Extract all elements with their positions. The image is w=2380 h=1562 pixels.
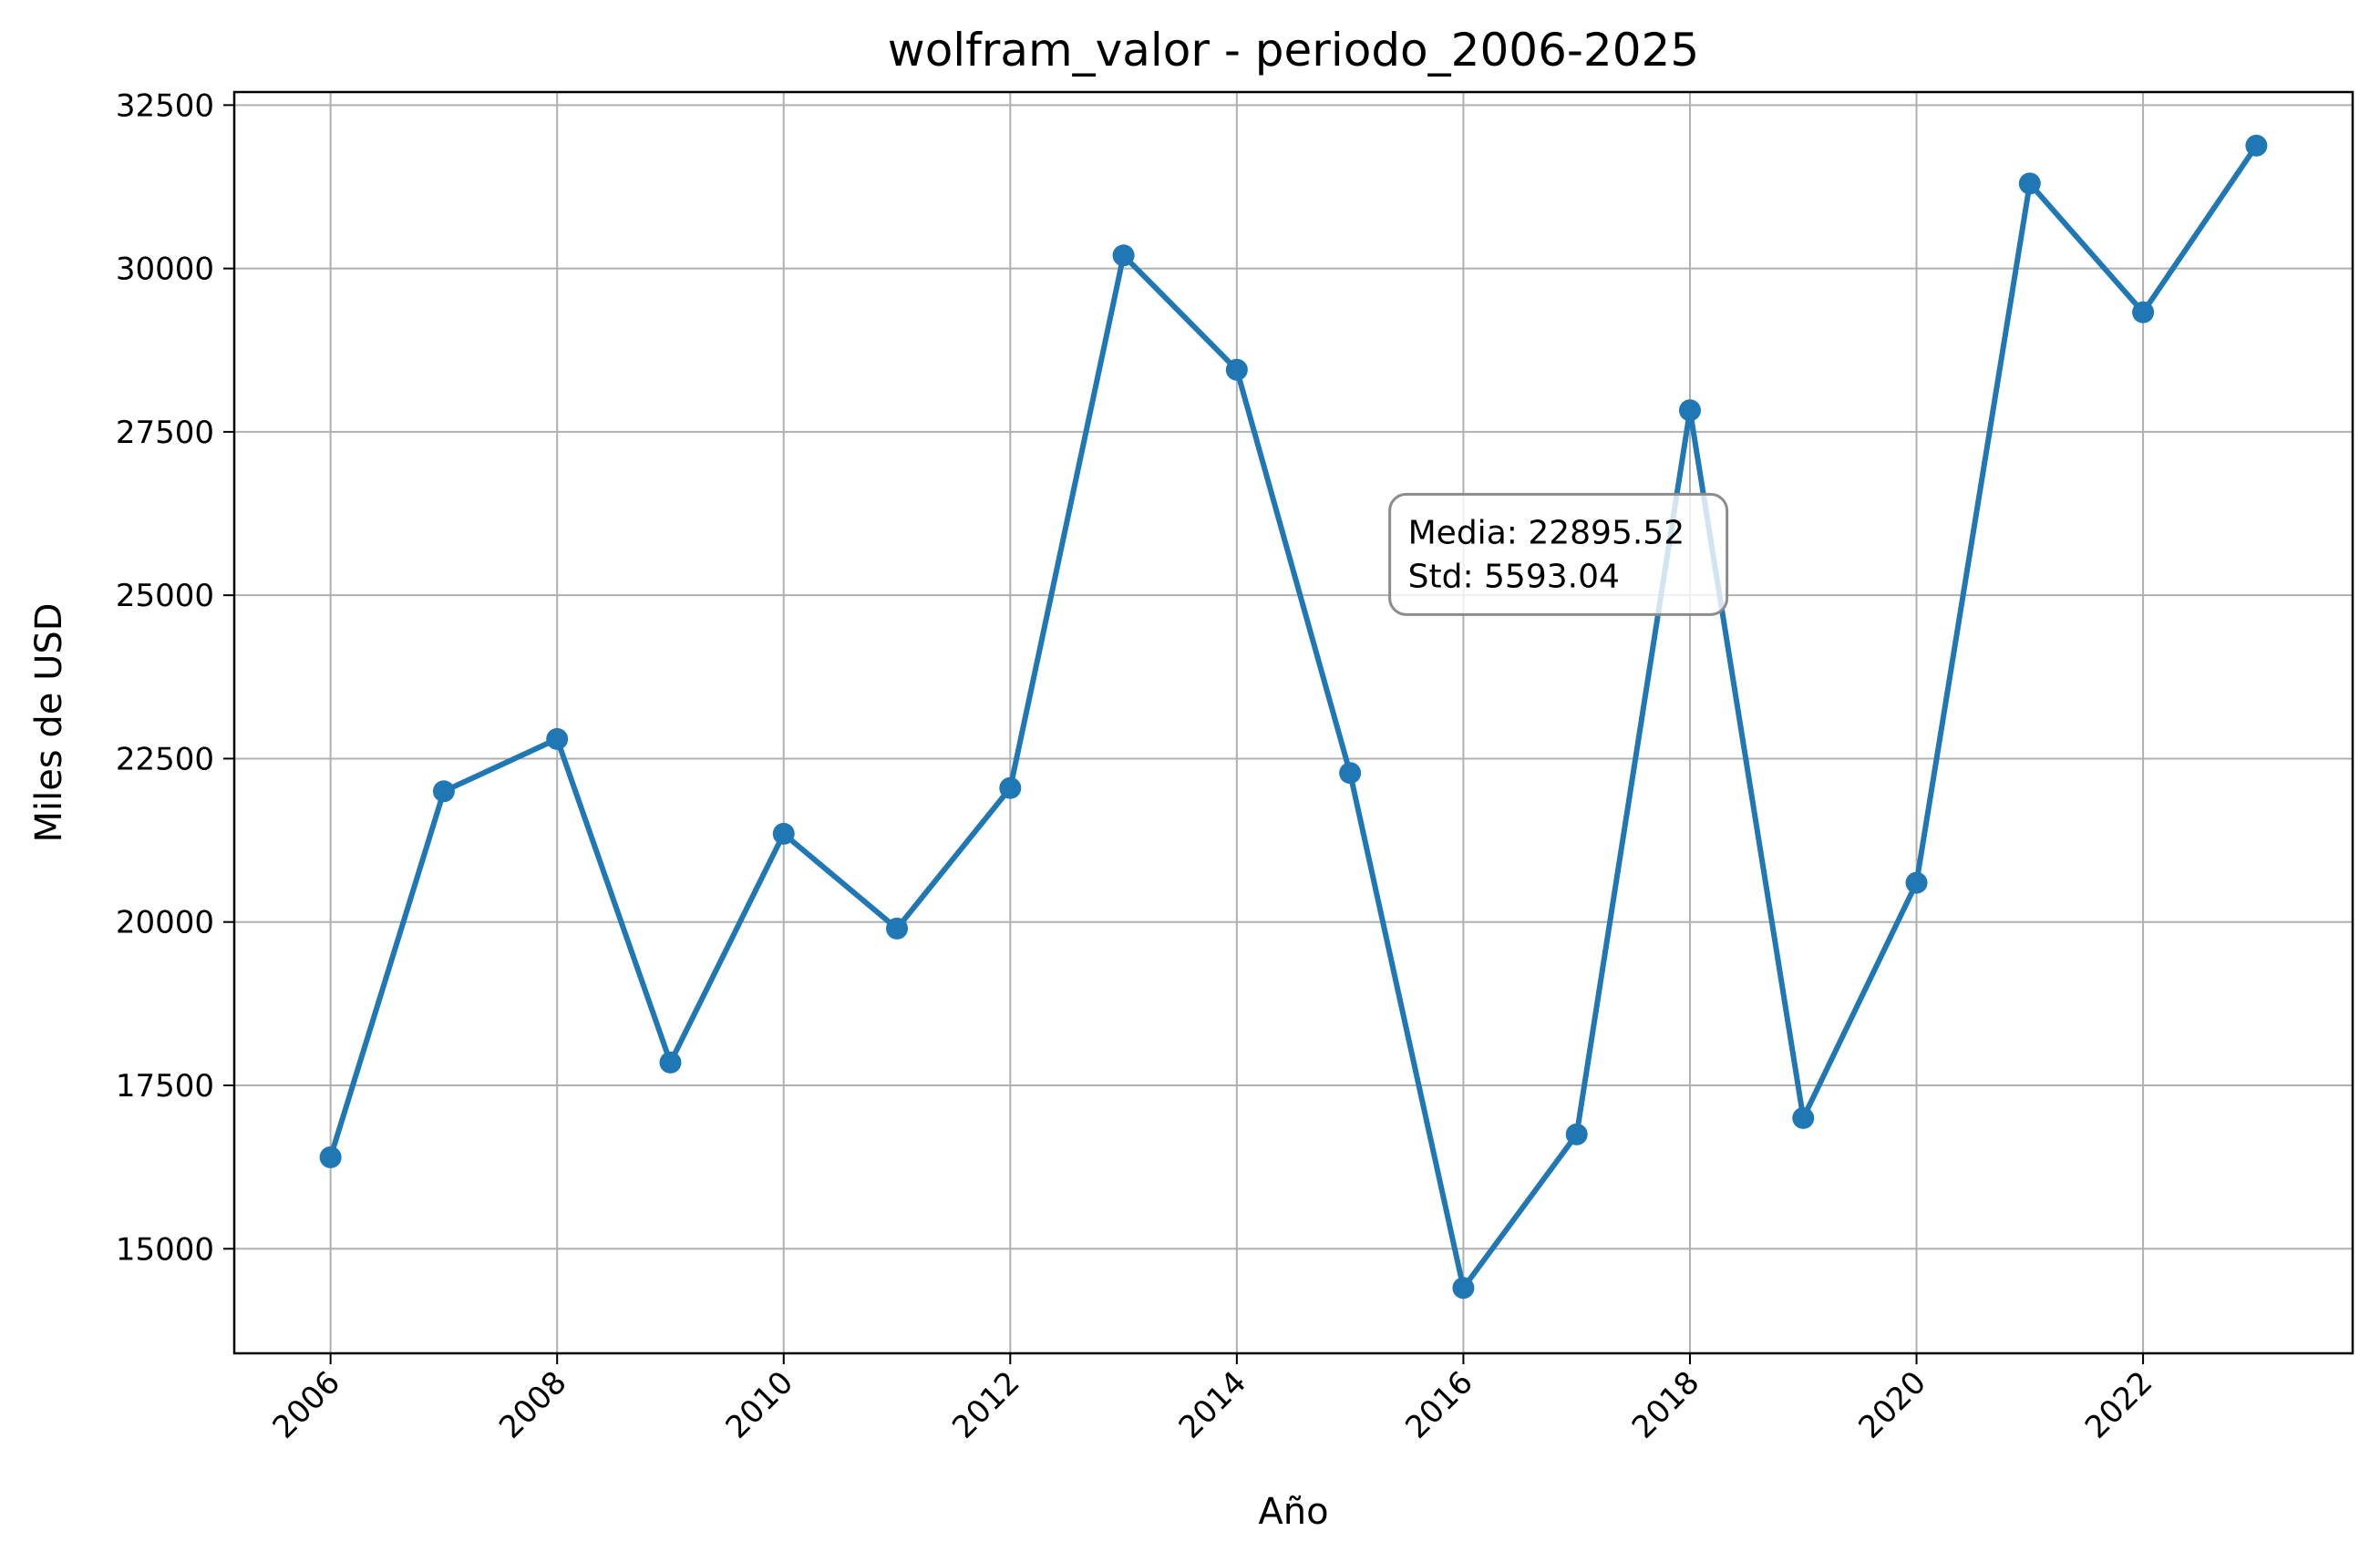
data-point <box>432 780 455 803</box>
data-point <box>1565 1123 1588 1146</box>
data-point <box>1225 358 1248 381</box>
data-point <box>319 1146 342 1168</box>
y-tick-label: 20000 <box>116 905 214 941</box>
data-point <box>1905 871 1928 894</box>
series-line <box>327 142 2260 1291</box>
y-tick-label: 25000 <box>116 578 214 614</box>
x-tick-label: 2012 <box>945 1364 1026 1445</box>
x-tick-label: 2006 <box>266 1364 347 1445</box>
series-line-layer <box>327 142 2260 1291</box>
stats-annotation: Media: 22895.52 Std: 5593.04 <box>1388 492 1729 616</box>
y-tick-label: 30000 <box>116 252 214 288</box>
x-tick-label: 2020 <box>1851 1364 1932 1445</box>
data-point <box>2018 172 2041 195</box>
data-point <box>999 776 1022 799</box>
data-point <box>886 917 909 940</box>
y-tick-label: 22500 <box>116 741 214 777</box>
x-tick-label: 2022 <box>2078 1364 2159 1445</box>
y-axis-label: Miles de USD <box>28 602 70 842</box>
x-tick-label: 2014 <box>1172 1364 1253 1445</box>
data-point <box>1678 399 1701 422</box>
data-point <box>1339 762 1362 785</box>
data-point <box>1452 1277 1475 1300</box>
x-tick-label: 2016 <box>1398 1364 1479 1445</box>
data-point <box>659 1051 682 1074</box>
x-tick-label: 2018 <box>1625 1364 1706 1445</box>
y-tick-label: 32500 <box>116 87 214 124</box>
x-axis-label: Año <box>1258 1491 1328 1533</box>
x-axis: 2006 2008 2010 2012 2014 2016 2018 2020 2022 <box>266 1353 2159 1446</box>
data-point <box>2245 134 2268 157</box>
y-axis: 15000 17500 20000 22500 25000 27500 30000 32500 <box>116 87 234 1268</box>
data-points <box>319 134 2268 1300</box>
y-tick-label: 27500 <box>116 415 214 451</box>
plot-area-frame <box>232 90 2354 1355</box>
x-tick-label: 2008 <box>492 1364 573 1445</box>
grid-lines <box>234 92 2353 1353</box>
data-point <box>546 727 569 750</box>
data-point <box>1112 244 1135 267</box>
annotation-std: Std: 5593.04 <box>1408 558 1620 595</box>
data-point <box>1792 1106 1815 1129</box>
data-point <box>772 822 795 845</box>
y-tick-label: 17500 <box>116 1068 214 1105</box>
data-point <box>2132 301 2155 324</box>
chart-title: wolfram_valor - periodo_2006-2025 <box>888 24 1699 77</box>
y-tick-label: 15000 <box>116 1231 214 1268</box>
annotation-box <box>1388 492 1729 616</box>
x-tick-label: 2010 <box>719 1364 800 1445</box>
annotation-mean: Media: 22895.52 <box>1408 514 1685 551</box>
